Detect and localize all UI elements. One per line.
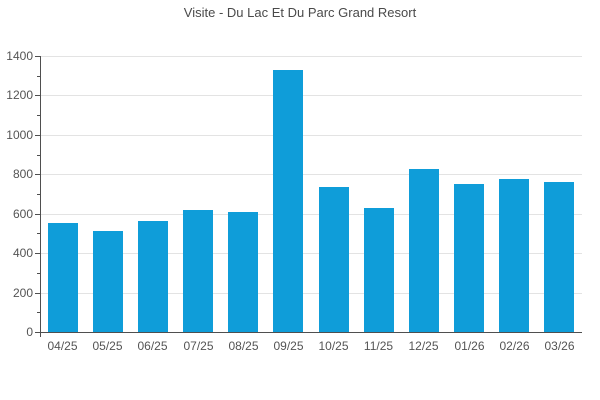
gridline	[40, 174, 582, 175]
gridline	[40, 56, 582, 57]
gridline	[40, 253, 582, 254]
bar-09-25[interactable]	[273, 70, 303, 332]
y-minor-tick	[37, 273, 40, 274]
y-axis-tick-label: 1200	[6, 88, 33, 102]
y-major-tick	[35, 174, 40, 175]
x-axis-tick-label: 03/26	[544, 339, 575, 353]
y-minor-tick	[37, 155, 40, 156]
gridline	[40, 214, 582, 215]
x-axis-tick-label: 01/26	[454, 339, 485, 353]
y-minor-tick	[37, 233, 40, 234]
x-axis-tick-label: 07/25	[183, 339, 214, 353]
x-axis-line	[40, 332, 582, 333]
bar-04-25[interactable]	[48, 223, 78, 332]
y-axis-tick-label: 1000	[6, 128, 33, 142]
y-axis-line	[40, 56, 41, 337]
x-axis-tick-label: 11/25	[363, 339, 394, 353]
y-major-tick	[35, 332, 40, 333]
x-axis-tick-label: 02/26	[499, 339, 530, 353]
y-major-tick	[35, 293, 40, 294]
x-axis-tick-label: 08/25	[228, 339, 259, 353]
y-major-tick	[35, 253, 40, 254]
y-major-tick	[35, 95, 40, 96]
x-axis-tick-label: 10/25	[318, 339, 349, 353]
x-axis-tick-label: 12/25	[408, 339, 439, 353]
y-minor-tick	[37, 76, 40, 77]
gridline	[40, 135, 582, 136]
gridline	[40, 95, 582, 96]
bar-03-26[interactable]	[544, 182, 574, 332]
bar-12-25[interactable]	[409, 169, 439, 332]
y-major-tick	[35, 56, 40, 57]
gridline	[40, 293, 582, 294]
bar-01-26[interactable]	[454, 184, 484, 332]
bar-11-25[interactable]	[364, 208, 394, 332]
y-axis-tick-label: 0	[26, 325, 33, 339]
y-axis-tick-label: 400	[12, 246, 33, 260]
y-axis-tick-label: 800	[12, 167, 33, 181]
x-axis-tick-label: 09/25	[273, 339, 304, 353]
y-axis-tick-label: 600	[12, 207, 33, 221]
bar-08-25[interactable]	[228, 212, 258, 332]
y-axis-tick-label: 200	[12, 286, 33, 300]
y-minor-tick	[37, 194, 40, 195]
y-major-tick	[35, 214, 40, 215]
x-axis-tick-label: 05/25	[92, 339, 123, 353]
y-minor-tick	[37, 312, 40, 313]
y-minor-tick	[37, 115, 40, 116]
y-major-tick	[35, 135, 40, 136]
bar-05-25[interactable]	[93, 231, 123, 332]
bar-06-25[interactable]	[138, 221, 168, 332]
x-axis-tick-label: 04/25	[47, 339, 78, 353]
chart-title: Visite - Du Lac Et Du Parc Grand Resort	[183, 5, 417, 20]
bar-10-25[interactable]	[319, 187, 349, 332]
y-axis-tick-label: 1400	[6, 49, 33, 63]
x-axis-tick-label: 06/25	[137, 339, 168, 353]
bar-02-26[interactable]	[499, 179, 529, 332]
bar-07-25[interactable]	[183, 210, 213, 332]
